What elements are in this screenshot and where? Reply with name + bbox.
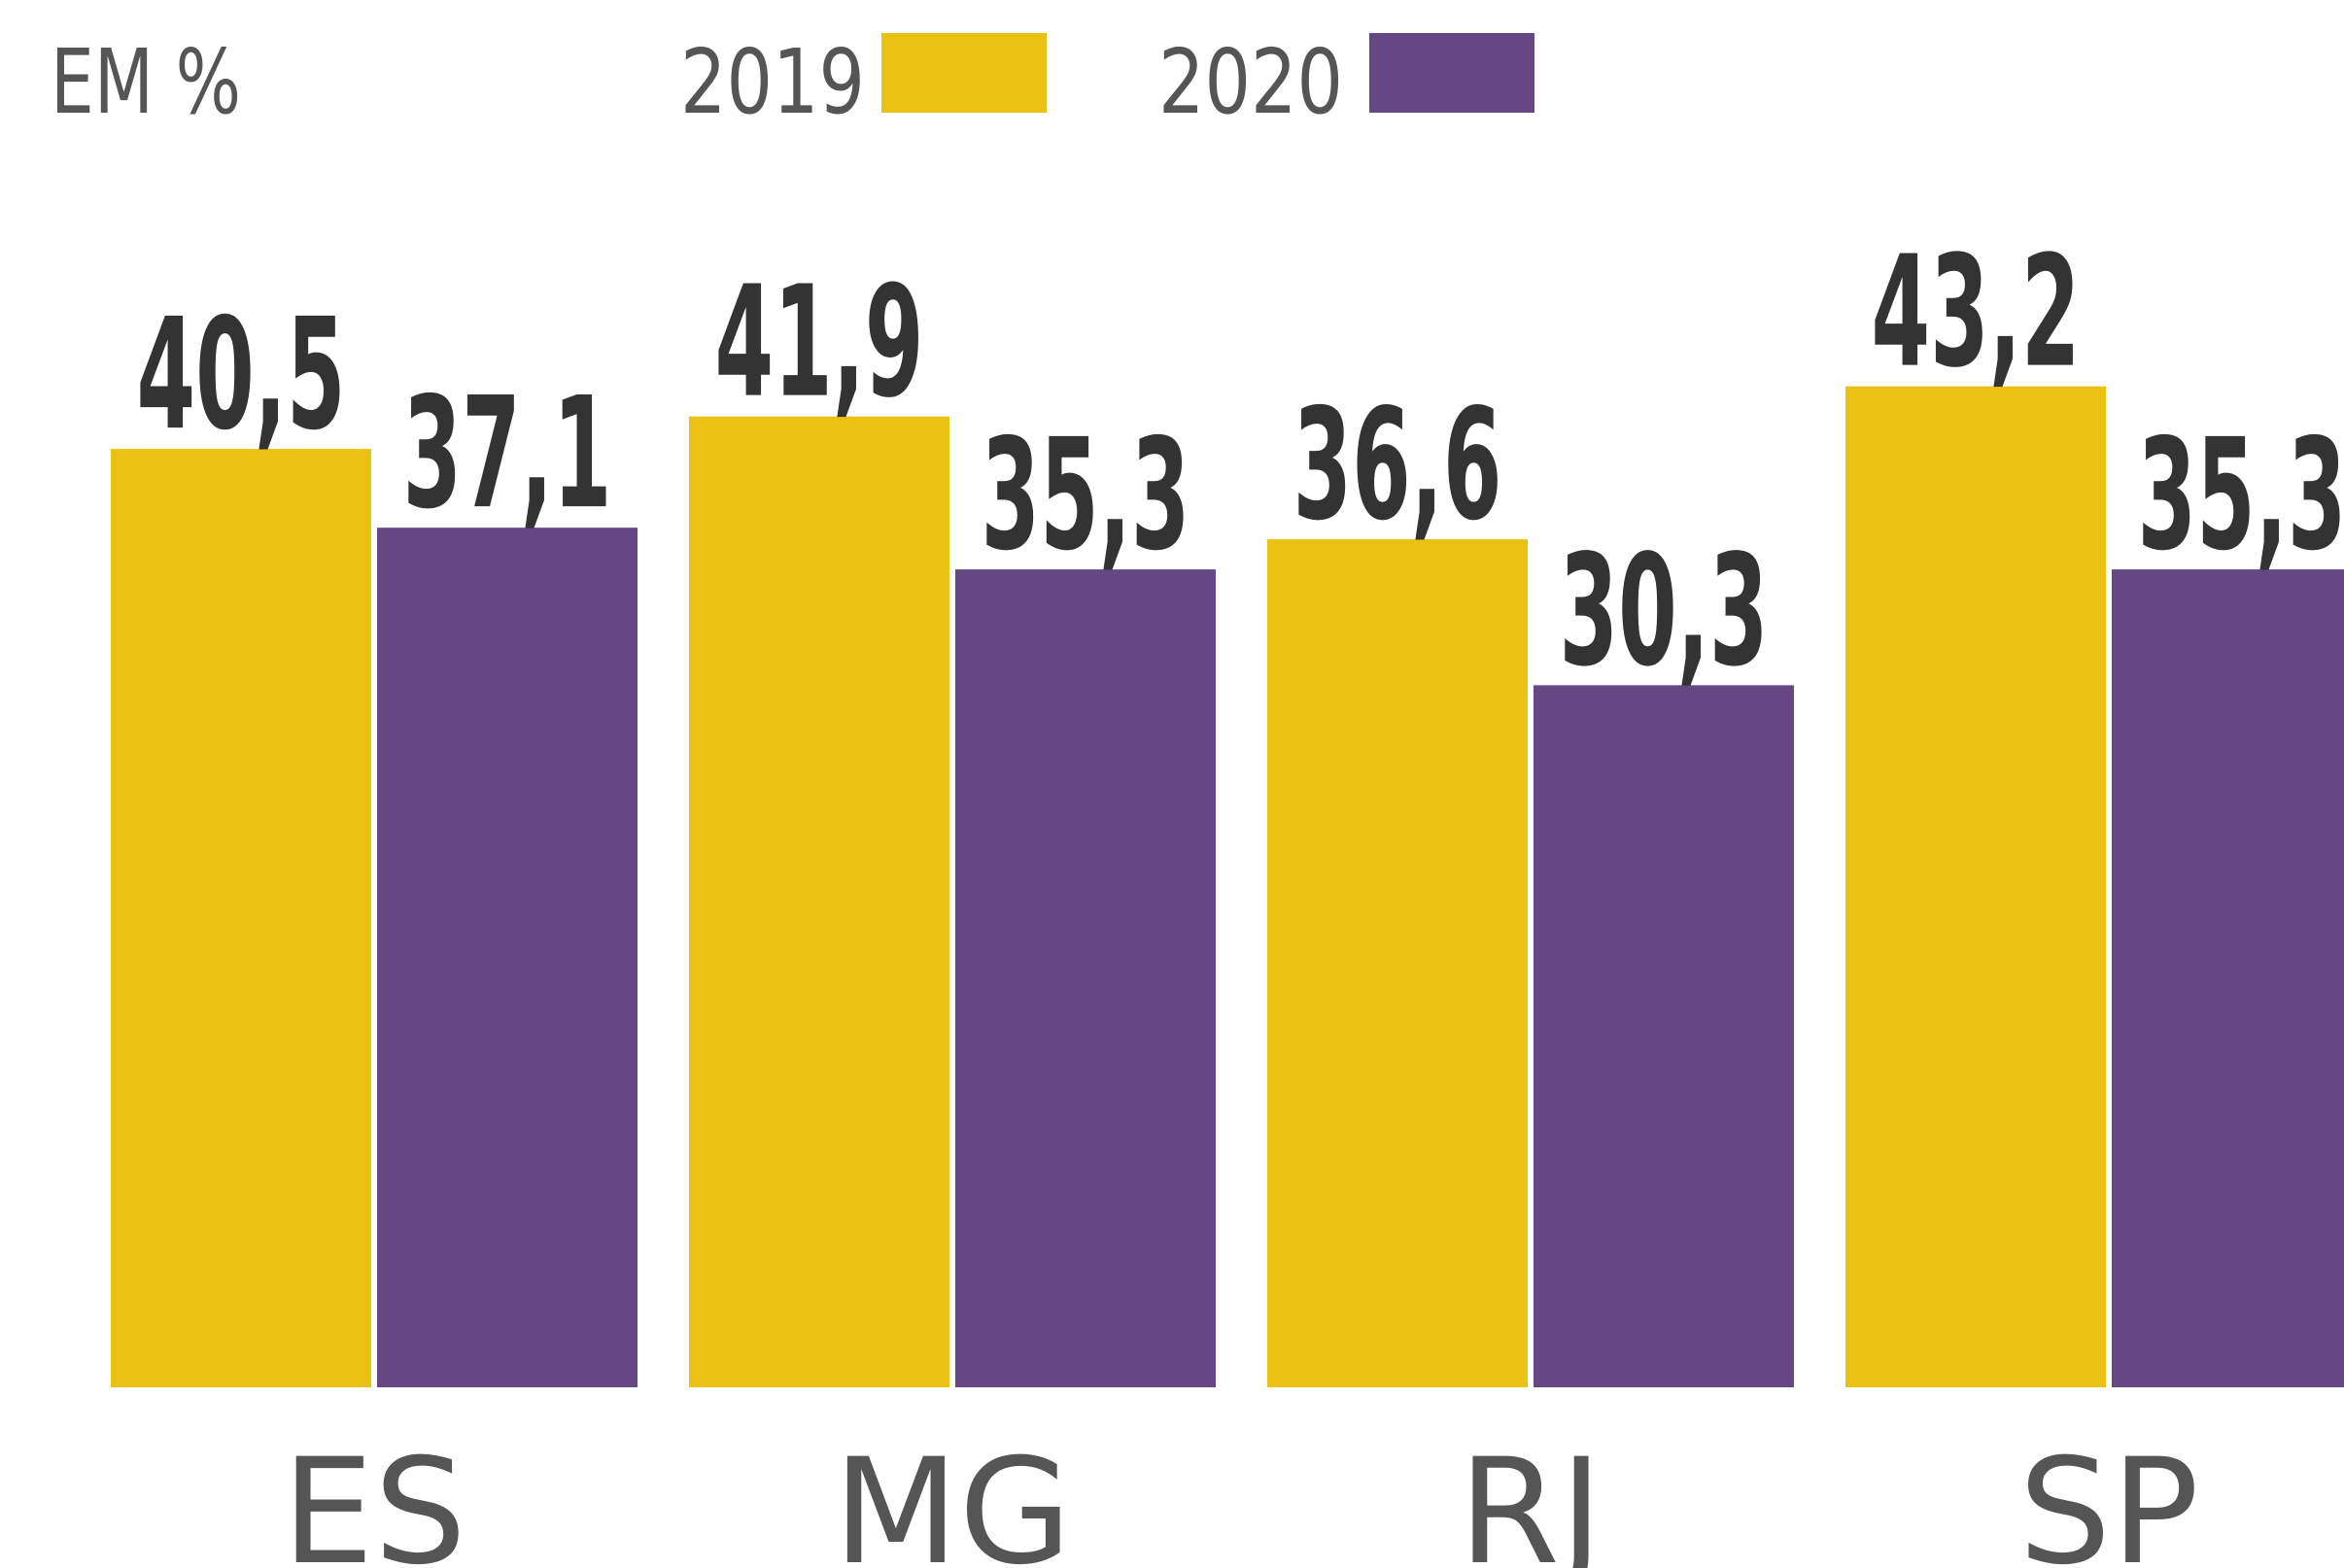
legend-label: 2019 [680, 30, 865, 134]
x-tick-label: MG [833, 1428, 1072, 1568]
bar [2112, 569, 2344, 1387]
bar [1845, 386, 2106, 1388]
bar [1267, 539, 1528, 1387]
bar [955, 569, 1216, 1387]
value-label: 40,5 [137, 286, 346, 464]
bar [1534, 685, 1794, 1387]
value-label: 43,2 [1872, 223, 2081, 402]
value-label: 30,3 [1560, 522, 1769, 700]
bar [377, 528, 638, 1387]
bar [111, 449, 371, 1387]
bar [689, 416, 949, 1387]
legend-swatch [1369, 33, 1534, 113]
value-label: 37,1 [403, 364, 612, 543]
chart-subtitle: EM % [51, 30, 241, 134]
x-tick-label: SP [2018, 1428, 2199, 1568]
value-label: 35,3 [982, 406, 1190, 585]
legend-label: 2020 [1158, 30, 1343, 134]
legend-swatch [881, 33, 1047, 113]
value-label: 36,6 [1293, 376, 1502, 555]
value-label: 35,3 [2138, 406, 2344, 585]
x-tick-label: RJ [1459, 1428, 1603, 1568]
x-tick-label: ES [282, 1428, 466, 1568]
value-label: 41,9 [715, 254, 924, 432]
